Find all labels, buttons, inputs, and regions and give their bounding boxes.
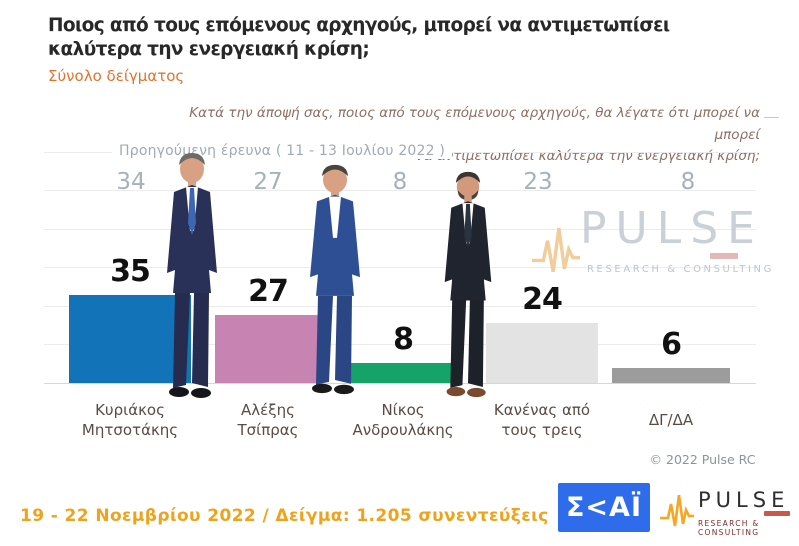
pulse-red-mark [764, 511, 790, 516]
chart-baseline [44, 383, 756, 384]
category-label-line: Μητσοτάκης [81, 421, 179, 439]
bar-4 [486, 323, 598, 383]
previous-survey-value: 8 [392, 169, 408, 195]
category-label-line: τους τρεις [501, 421, 583, 439]
fieldwork-dates-sample: 19 - 22 Νοεμβρίου 2022 / Δείγμα: 1.205 σ… [20, 506, 549, 526]
category-label-line: Ανδρουλάκης [352, 421, 454, 439]
chart-gridline [44, 229, 756, 230]
photo-alexis-tsipras [291, 163, 379, 395]
chart-gridline [44, 344, 756, 345]
chart-gridline [44, 267, 756, 268]
pulse-watermark: PULSE RESEARCH & CONSULTING [532, 203, 777, 291]
bar-value-label: 27 [248, 274, 289, 309]
category-label: ΔΓ/ΔΑ [599, 399, 743, 441]
gridline-fragment [764, 117, 779, 118]
category-label: Νίκος Ανδρουλάκης [331, 399, 475, 441]
pulse-logo-tagline: RESEARCH & CONSULTING [698, 519, 760, 537]
copyright-note: © 2022 Pulse RC [649, 452, 756, 467]
chart-gridline [44, 306, 756, 307]
skai-logo: Σ<ΑΪ [558, 483, 650, 532]
bar-1 [69, 295, 191, 383]
category-label-line: Κανένας από [493, 400, 591, 419]
category-label-line: Κυριάκος [95, 400, 165, 419]
bar-2 [215, 315, 321, 383]
category-label-line: Αλέξης [241, 400, 295, 419]
previous-survey-value: 34 [116, 169, 146, 195]
watermark-tagline: RESEARCH & CONSULTING [587, 264, 774, 275]
pulse-waveform-icon [660, 494, 694, 527]
category-label-line: Νίκος [381, 400, 425, 419]
pulse-logo: PULSE RESEARCH & CONSULTING [660, 481, 794, 539]
bar-value-label: 6 [661, 327, 682, 362]
pulse-waveform-icon [532, 227, 580, 273]
bar-value-label: 8 [393, 322, 414, 357]
bar-value-label: 35 [110, 254, 151, 289]
category-label-line: ΔΓ/ΔΑ [648, 410, 694, 429]
watermark-red-mark [710, 253, 738, 259]
category-label-line: Τσίπρας [237, 421, 299, 439]
photo-kyriakos-mitsotakis [148, 151, 236, 399]
previous-survey-value: 8 [680, 169, 696, 195]
previous-survey-value: 27 [253, 169, 283, 195]
page-title: Ποιος από τους επόμενους αρχηγούς, μπορε… [48, 15, 670, 61]
bar-value-label: 24 [522, 282, 563, 317]
bar-3 [347, 363, 460, 383]
previous-survey-value: 23 [523, 169, 553, 195]
photo-nikos-androulakis [427, 170, 509, 398]
chart-gridline [44, 190, 756, 191]
category-label: Αλέξης Τσίπρας [196, 399, 340, 441]
bar-5 [612, 368, 730, 383]
pulse-logo-text: PULSE [698, 488, 790, 512]
watermark-brand: PULSE [580, 203, 764, 254]
sample-subtitle: Σύνολο δείγματος [48, 67, 185, 85]
skai-logo-text: Σ<ΑΪ [565, 492, 642, 523]
category-label: Κυριάκος Μητσοτάκης [58, 399, 202, 441]
category-label: Κανένας από τους τρεις [470, 399, 614, 441]
